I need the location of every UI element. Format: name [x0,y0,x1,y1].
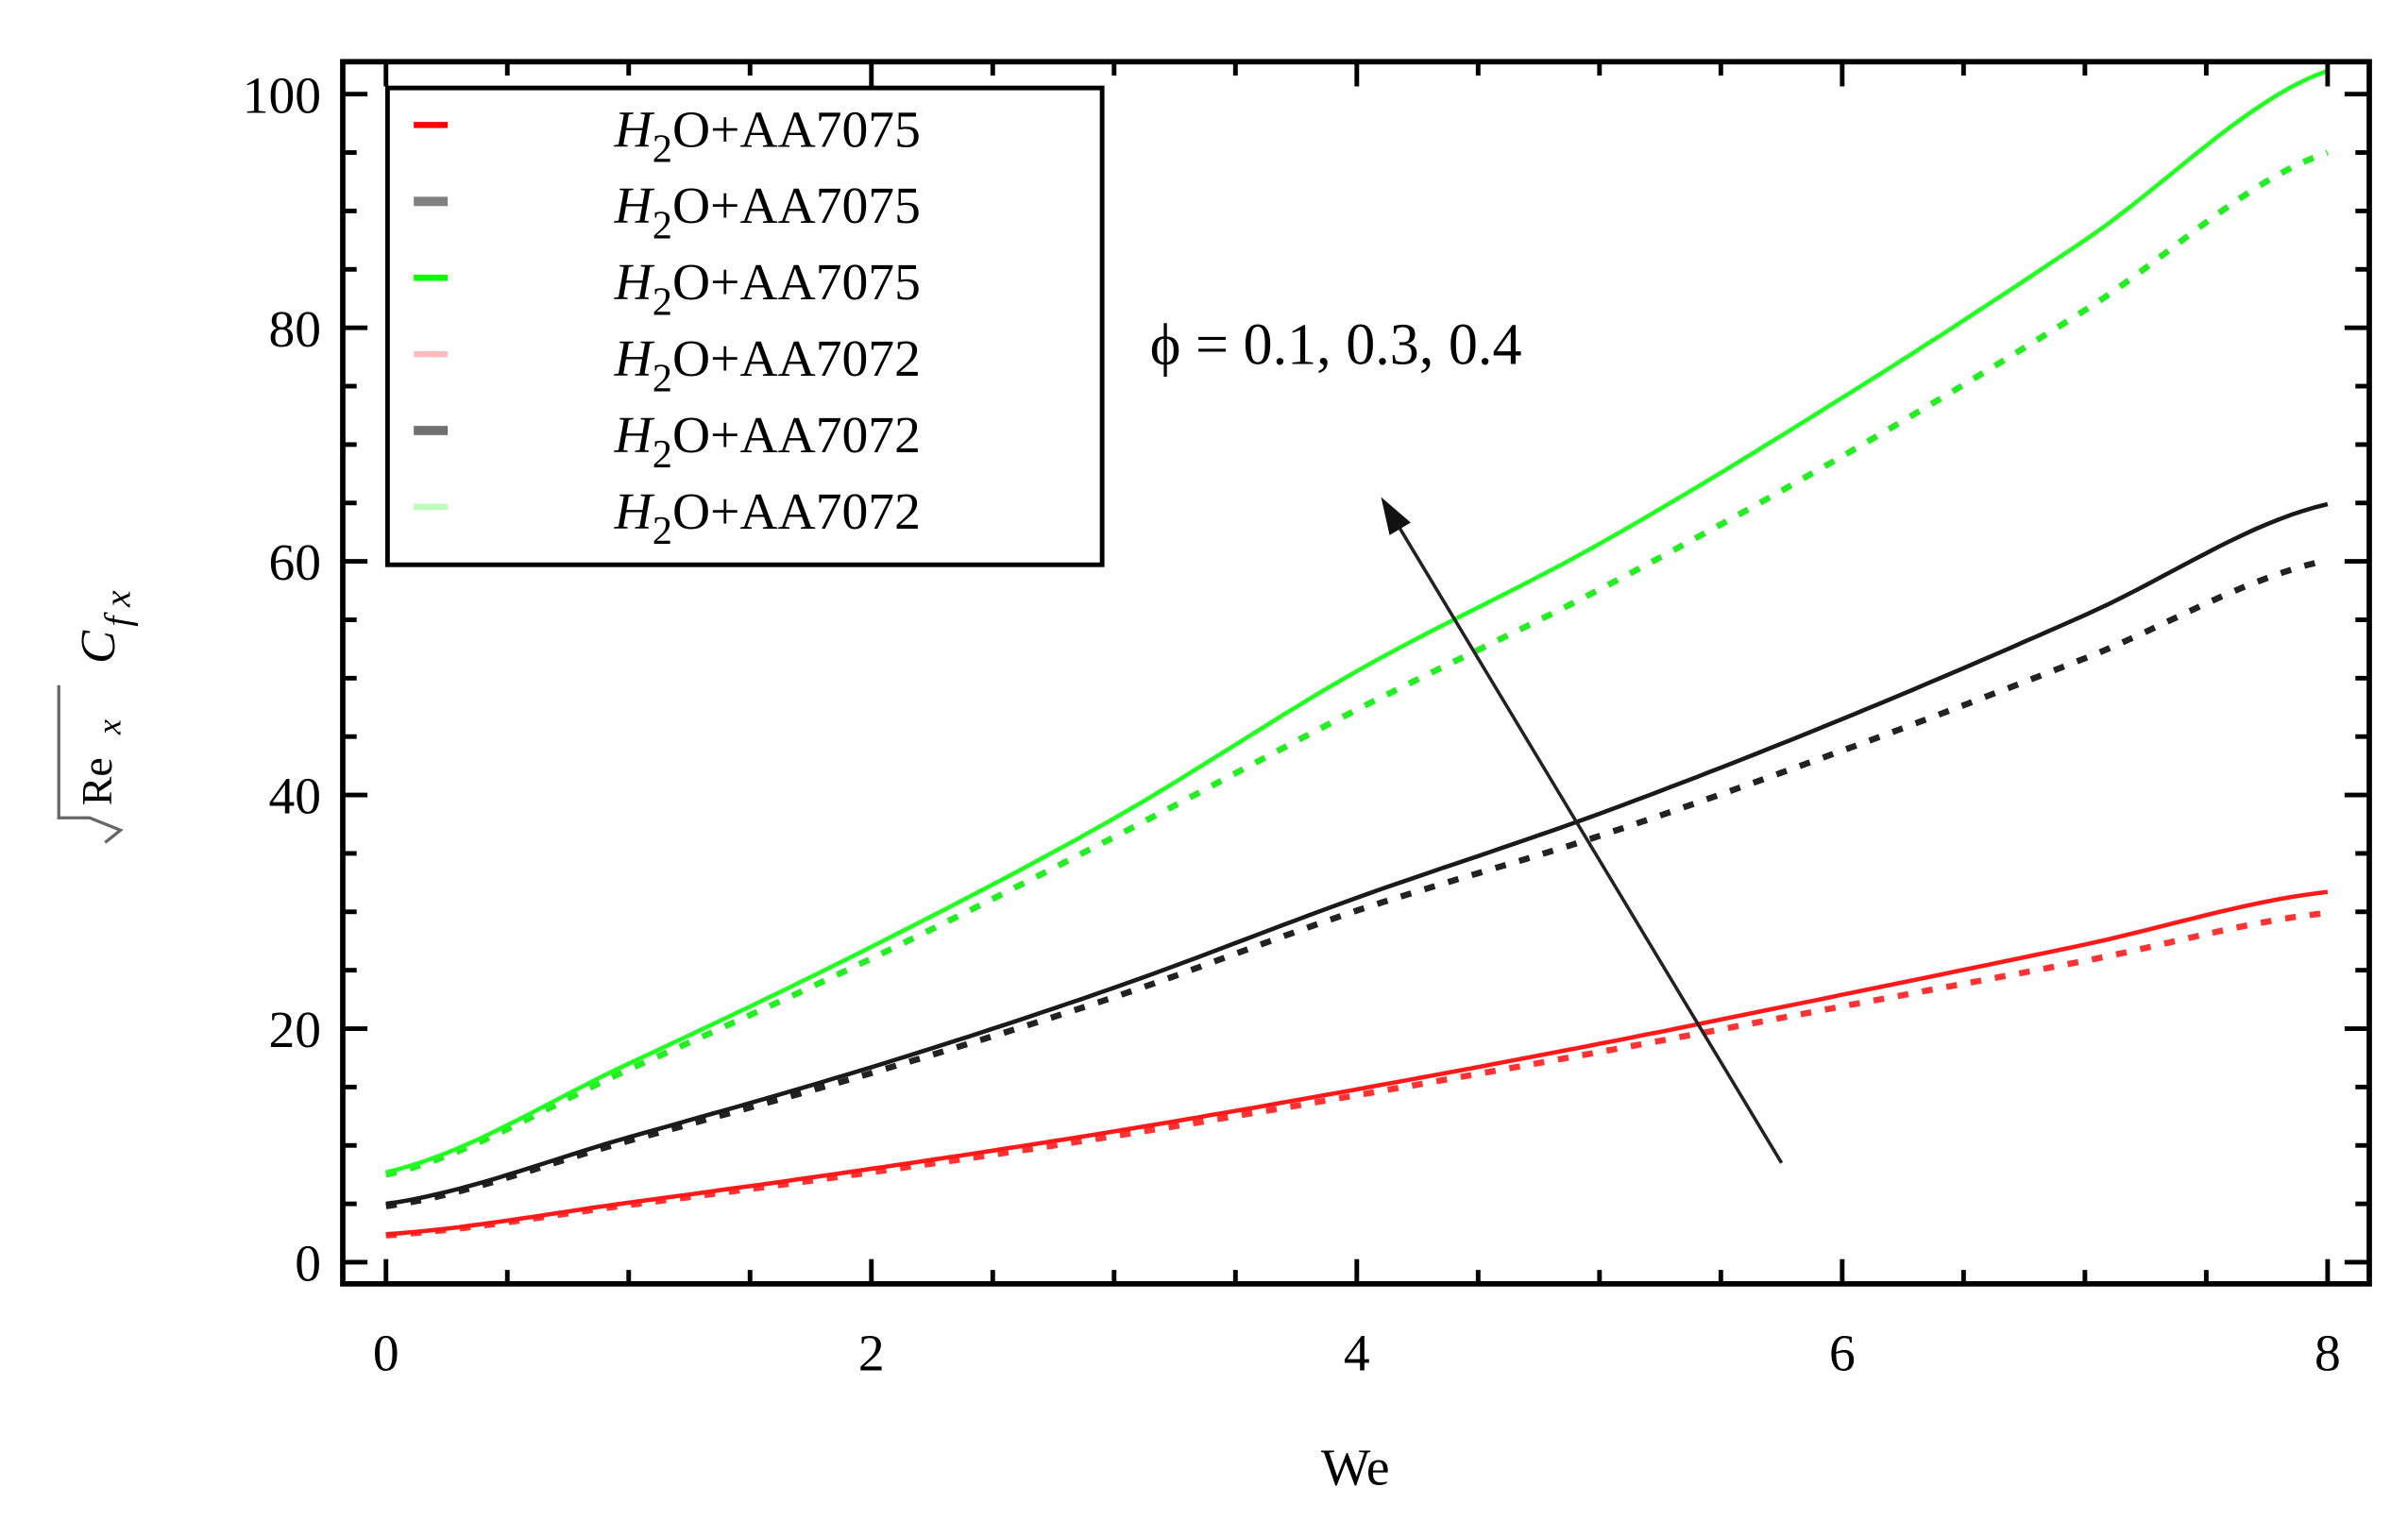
ylabel-c: C [71,630,126,664]
y-tick-label: 20 [269,1001,322,1059]
ylabel-re: Re [73,757,121,805]
series-line [385,149,2329,1178]
plot-curves [385,68,2329,1239]
legend-label: H2O+AA7075 [614,253,921,324]
sqrt-symbol-icon [57,684,124,844]
series-line [385,909,2329,1239]
x-tick-label: 8 [2315,1324,2341,1382]
arrow-head-icon [1381,497,1411,535]
axis-ticks [342,61,2370,1284]
arrow-line [1390,515,1784,1164]
y-tick-label: 80 [269,300,322,359]
y-tick-label: 100 [243,66,321,125]
legend-label: H2O+AA7075 [614,100,921,171]
series-line [385,889,2329,1237]
ylabel-c-sub: f x [97,590,138,627]
legend-label: H2O+AA7072 [614,482,921,553]
x-tick-label: 2 [858,1324,885,1382]
legend-label: H2O+AA7075 [614,177,921,247]
y-tick-label: 60 [269,533,322,592]
legend-label: H2O+AA7072 [614,406,921,477]
ylabel-re-sub: x [91,719,128,735]
y-axis-title: Re x C f x [57,590,138,844]
y-tick-label: 40 [269,768,322,826]
series-line [385,501,2329,1207]
y-tick-label: 0 [295,1235,321,1293]
x-tick-label: 4 [1344,1324,1370,1382]
legend: H2O+AA7075H2O+AA7075H2O+AA7075H2O+AA7072… [384,85,1105,567]
series-line [385,557,2329,1209]
x-axis-title: We [1321,1438,1390,1496]
x-tick-label: 0 [373,1324,399,1382]
legend-box [384,85,1105,567]
series-line [385,68,2329,1174]
x-tick-label: 6 [1829,1324,1856,1382]
phi-annotation: ϕ = 0.1, 0.3, 0.4 [1150,313,1522,378]
legend-label: H2O+AA7072 [614,329,921,400]
arrow-annotation [1381,497,1784,1164]
